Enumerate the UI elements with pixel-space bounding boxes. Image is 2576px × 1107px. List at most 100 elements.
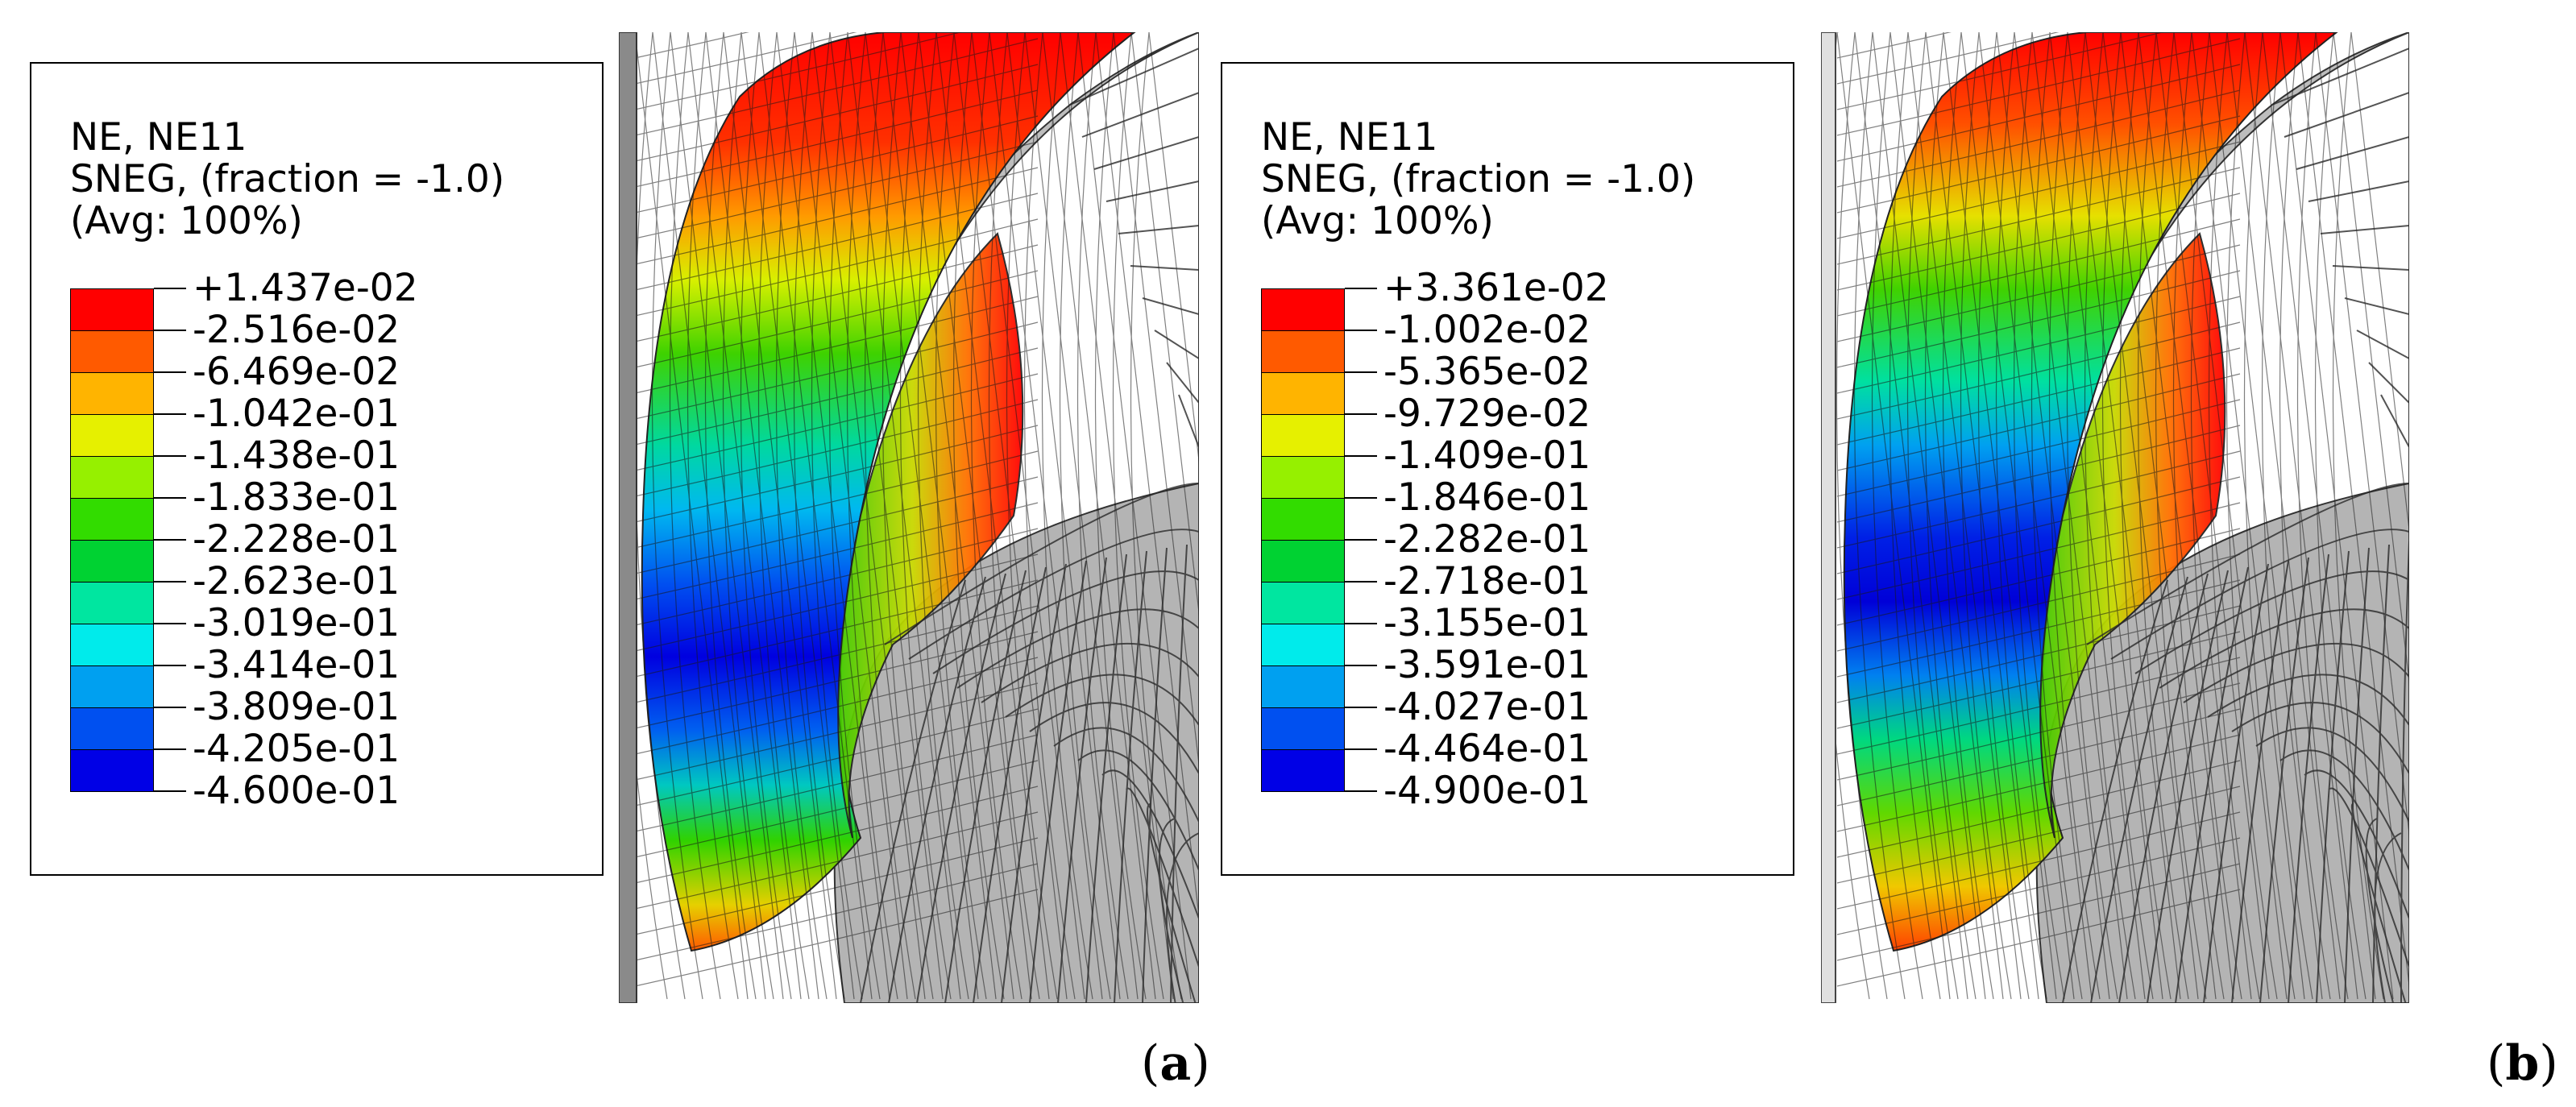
legend-variable: NE, NE11 — [70, 115, 247, 160]
color-bar — [70, 288, 154, 792]
tick-mark — [154, 288, 186, 289]
tick-mark — [154, 413, 186, 415]
tick-label: -1.833e-01 — [193, 475, 400, 520]
tick-mark — [1345, 748, 1377, 750]
tick-mark — [1345, 665, 1377, 666]
fe-model-view — [1821, 32, 2409, 1003]
tick-label: -1.409e-01 — [1383, 433, 1591, 478]
color-band — [1261, 540, 1345, 583]
tick-label: -3.809e-01 — [193, 685, 400, 729]
tick-mark — [154, 665, 186, 666]
legend-variable: NE, NE11 — [1261, 115, 1438, 160]
tick-label: -6.469e-02 — [193, 350, 400, 394]
color-band — [70, 540, 154, 583]
color-band — [1261, 498, 1345, 541]
color-band — [70, 582, 154, 624]
tick-label: -2.718e-01 — [1383, 559, 1591, 603]
contact-tooth-outer — [1843, 32, 2338, 952]
tick-label: -1.438e-01 — [193, 433, 400, 478]
tick-label: -3.019e-01 — [193, 601, 400, 645]
tick-label: -2.228e-01 — [193, 517, 400, 562]
tick-mark — [1345, 707, 1377, 708]
tick-label: -2.623e-01 — [193, 559, 400, 603]
tick-label: -2.516e-02 — [193, 308, 400, 352]
tick-label: +3.361e-02 — [1383, 266, 1609, 310]
fe-model-view — [619, 32, 1199, 1003]
tick-mark — [1345, 371, 1377, 373]
sublabel-a: (a) — [1141, 1035, 1210, 1092]
legend-section: SNEG, (fraction = -1.0) — [1261, 157, 1696, 201]
tick-label: -4.464e-01 — [1383, 727, 1591, 771]
color-band — [1261, 624, 1345, 666]
legend-averaging: (Avg: 100%) — [70, 199, 303, 243]
tick-label: -2.282e-01 — [1383, 517, 1591, 562]
color-band — [1261, 456, 1345, 499]
tick-label: -1.846e-01 — [1383, 475, 1591, 520]
gear-mesh — [860, 48, 1199, 1003]
color-band — [70, 372, 154, 415]
color-band — [70, 288, 154, 331]
tick-label: -3.155e-01 — [1383, 601, 1591, 645]
gear-mesh — [2062, 48, 2409, 1003]
tick-mark — [1345, 288, 1377, 289]
panel-b: NE, NE11 SNEG, (fraction = -1.0) (Avg: 1… — [1209, 0, 2576, 1107]
panel-a: NE, NE11 SNEG, (fraction = -1.0) (Avg: 1… — [0, 0, 1210, 1107]
color-band — [70, 498, 154, 541]
color-band — [1261, 414, 1345, 457]
color-band — [1261, 749, 1345, 792]
tick-label: -3.414e-01 — [193, 643, 400, 687]
tick-label: -4.027e-01 — [1383, 685, 1591, 729]
tick-mark — [1345, 581, 1377, 583]
legend-box: NE, NE11 SNEG, (fraction = -1.0) (Avg: 1… — [1221, 62, 1794, 876]
color-band — [1261, 372, 1345, 415]
color-band — [1261, 330, 1345, 373]
contact-tooth-outer — [641, 32, 1136, 952]
tick-mark — [154, 497, 186, 499]
color-band — [1261, 665, 1345, 708]
tick-mark — [154, 748, 186, 750]
tick-mark — [154, 623, 186, 624]
color-band — [70, 414, 154, 457]
tick-mark — [1345, 539, 1377, 541]
tick-mark — [154, 707, 186, 708]
mesh-lines — [1821, 32, 2409, 1000]
tick-mark — [1345, 413, 1377, 415]
tick-label: -4.600e-01 — [193, 769, 400, 813]
color-band — [70, 749, 154, 792]
tick-mark — [154, 455, 186, 457]
legend-section: SNEG, (fraction = -1.0) — [70, 157, 505, 201]
mesh-lines — [619, 32, 1199, 1000]
color-band — [70, 707, 154, 750]
legend-averaging: (Avg: 100%) — [1261, 199, 1494, 243]
tick-mark — [1345, 330, 1377, 331]
tick-label: -9.729e-02 — [1383, 392, 1591, 436]
tick-mark — [154, 330, 186, 331]
color-band — [70, 624, 154, 666]
tick-mark — [1345, 497, 1377, 499]
tick-mark — [1345, 623, 1377, 624]
support-plate — [619, 32, 637, 1003]
tick-label: -3.591e-01 — [1383, 643, 1591, 687]
color-band — [70, 665, 154, 708]
color-bar — [1261, 288, 1345, 792]
tick-label: -4.205e-01 — [193, 727, 400, 771]
tick-mark — [1345, 455, 1377, 457]
tick-mark — [1345, 790, 1377, 792]
color-band — [1261, 707, 1345, 750]
color-band — [70, 456, 154, 499]
color-band — [70, 330, 154, 373]
tick-label: -4.900e-01 — [1383, 769, 1591, 813]
tick-label: -1.002e-02 — [1383, 308, 1591, 352]
color-band — [1261, 288, 1345, 331]
contact-zone — [2039, 232, 2226, 839]
tick-label: +1.437e-02 — [193, 266, 418, 310]
tick-label: -5.365e-02 — [1383, 350, 1591, 394]
color-band — [1261, 582, 1345, 624]
contact-zone — [837, 232, 1024, 839]
tick-mark — [154, 790, 186, 792]
tick-label: -1.042e-01 — [193, 392, 400, 436]
legend-box: NE, NE11 SNEG, (fraction = -1.0) (Avg: 1… — [30, 62, 604, 876]
sublabel-b: (b) — [2487, 1035, 2558, 1092]
support-plate — [1821, 32, 1836, 1003]
tick-mark — [154, 539, 186, 541]
